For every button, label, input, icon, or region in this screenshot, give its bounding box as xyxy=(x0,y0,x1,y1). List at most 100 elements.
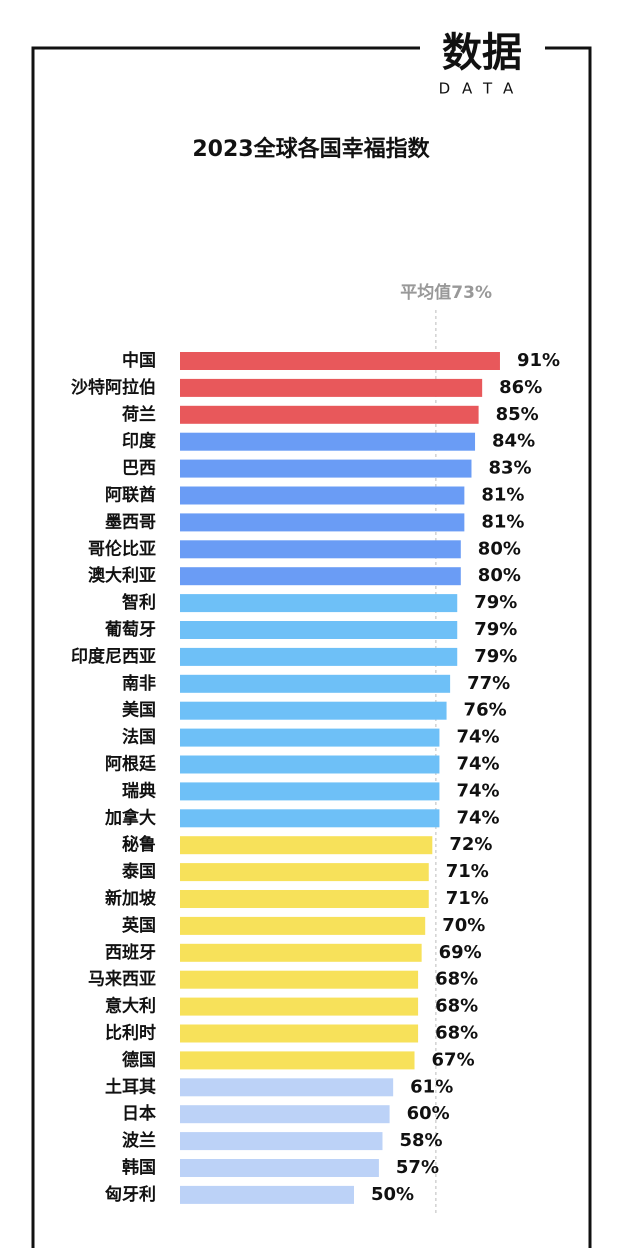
category-label: 美国 xyxy=(122,700,156,721)
bar xyxy=(180,728,440,747)
brand-sub: DATA xyxy=(439,80,526,98)
bar xyxy=(180,378,483,397)
category-label: 匈牙利 xyxy=(104,1184,156,1205)
bar xyxy=(180,540,461,559)
value-label: 74% xyxy=(456,727,499,748)
category-label: 中国 xyxy=(122,350,156,371)
bar xyxy=(180,890,429,908)
value-label: 60% xyxy=(407,1103,450,1124)
category-label: 哥伦比亚 xyxy=(88,538,156,559)
value-label: 86% xyxy=(499,377,542,398)
bar xyxy=(180,970,419,989)
value-label: 84% xyxy=(492,431,535,452)
bar xyxy=(180,486,465,505)
value-label: 74% xyxy=(456,780,499,801)
category-label: 泰国 xyxy=(122,861,156,882)
bar xyxy=(180,1078,394,1097)
value-label: 91% xyxy=(517,350,560,371)
category-label: 新加坡 xyxy=(105,888,156,909)
brand: 数据 xyxy=(442,30,522,76)
category-label: 比利时 xyxy=(105,1023,156,1044)
category-label: 西班牙 xyxy=(105,943,156,963)
value-label: 79% xyxy=(474,619,517,640)
bar xyxy=(180,701,447,720)
value-label: 57% xyxy=(396,1157,439,1178)
bar xyxy=(180,863,429,882)
bar xyxy=(180,1024,419,1043)
value-label: 81% xyxy=(481,511,524,532)
category-label: 南非 xyxy=(122,673,156,694)
value-label: 58% xyxy=(399,1130,442,1151)
category-label: 葡萄牙 xyxy=(104,619,156,640)
bar xyxy=(180,459,472,478)
value-label: 79% xyxy=(474,592,517,613)
value-label: 71% xyxy=(446,888,489,909)
category-label: 秘鲁 xyxy=(122,834,156,855)
category-label: 日本 xyxy=(122,1103,156,1124)
value-label: 67% xyxy=(432,1049,475,1070)
bar xyxy=(180,1051,415,1070)
value-label: 68% xyxy=(435,969,478,990)
value-label: 72% xyxy=(449,834,492,855)
category-label: 英国 xyxy=(122,915,156,936)
bar xyxy=(180,674,451,693)
category-label: 韩国 xyxy=(122,1157,156,1178)
category-label: 波兰 xyxy=(122,1130,156,1151)
category-label: 瑞典 xyxy=(122,780,156,801)
bar xyxy=(180,755,440,774)
category-label: 荷兰 xyxy=(122,404,156,425)
average-label: 平均值73% xyxy=(400,282,492,303)
bar xyxy=(180,405,479,424)
category-label: 德国 xyxy=(122,1049,156,1070)
category-label: 阿联酋 xyxy=(105,485,156,506)
chart-title: 2023全球各国幸福指数 xyxy=(192,136,430,162)
bar xyxy=(180,621,458,639)
bar xyxy=(180,782,440,801)
category-label: 马来西亚 xyxy=(88,969,156,990)
category-label: 阿根廷 xyxy=(105,754,157,775)
category-label: 印度尼西亚 xyxy=(71,646,156,667)
bar xyxy=(180,809,440,828)
value-label: 74% xyxy=(456,807,499,828)
value-label: 80% xyxy=(478,538,521,559)
value-label: 85% xyxy=(496,404,539,425)
bar xyxy=(180,567,461,586)
value-label: 69% xyxy=(439,942,482,963)
category-label: 土耳其 xyxy=(105,1076,156,1097)
bar xyxy=(180,352,500,370)
bar xyxy=(180,1159,379,1177)
value-label: 83% xyxy=(488,458,531,479)
category-label: 墨西哥 xyxy=(105,512,156,532)
value-label: 68% xyxy=(435,1023,478,1044)
value-label: 50% xyxy=(371,1184,414,1205)
value-label: 80% xyxy=(478,565,521,586)
value-label: 71% xyxy=(446,861,489,882)
category-label: 印度 xyxy=(122,431,157,452)
bar xyxy=(180,594,458,613)
value-label: 61% xyxy=(410,1076,453,1097)
value-label: 81% xyxy=(481,485,524,506)
value-label: 79% xyxy=(474,646,517,667)
bar xyxy=(180,836,433,855)
bar xyxy=(180,943,422,962)
category-label: 加拿大 xyxy=(104,807,156,828)
category-label: 智利 xyxy=(122,592,156,613)
category-label: 澳大利亚 xyxy=(88,565,156,586)
value-label: 74% xyxy=(456,754,499,775)
value-label: 68% xyxy=(435,996,478,1017)
bar xyxy=(180,647,458,666)
frame xyxy=(31,46,592,1248)
category-label: 法国 xyxy=(122,727,156,748)
value-label: 76% xyxy=(464,700,507,721)
bar xyxy=(180,1132,383,1151)
bar xyxy=(180,1185,354,1204)
value-label: 77% xyxy=(467,673,510,694)
value-label: 70% xyxy=(442,915,485,936)
category-label: 意大利 xyxy=(105,996,156,1017)
category-label: 巴西 xyxy=(122,459,156,479)
bar xyxy=(180,997,419,1016)
bar xyxy=(180,513,465,532)
bar xyxy=(180,1105,390,1124)
